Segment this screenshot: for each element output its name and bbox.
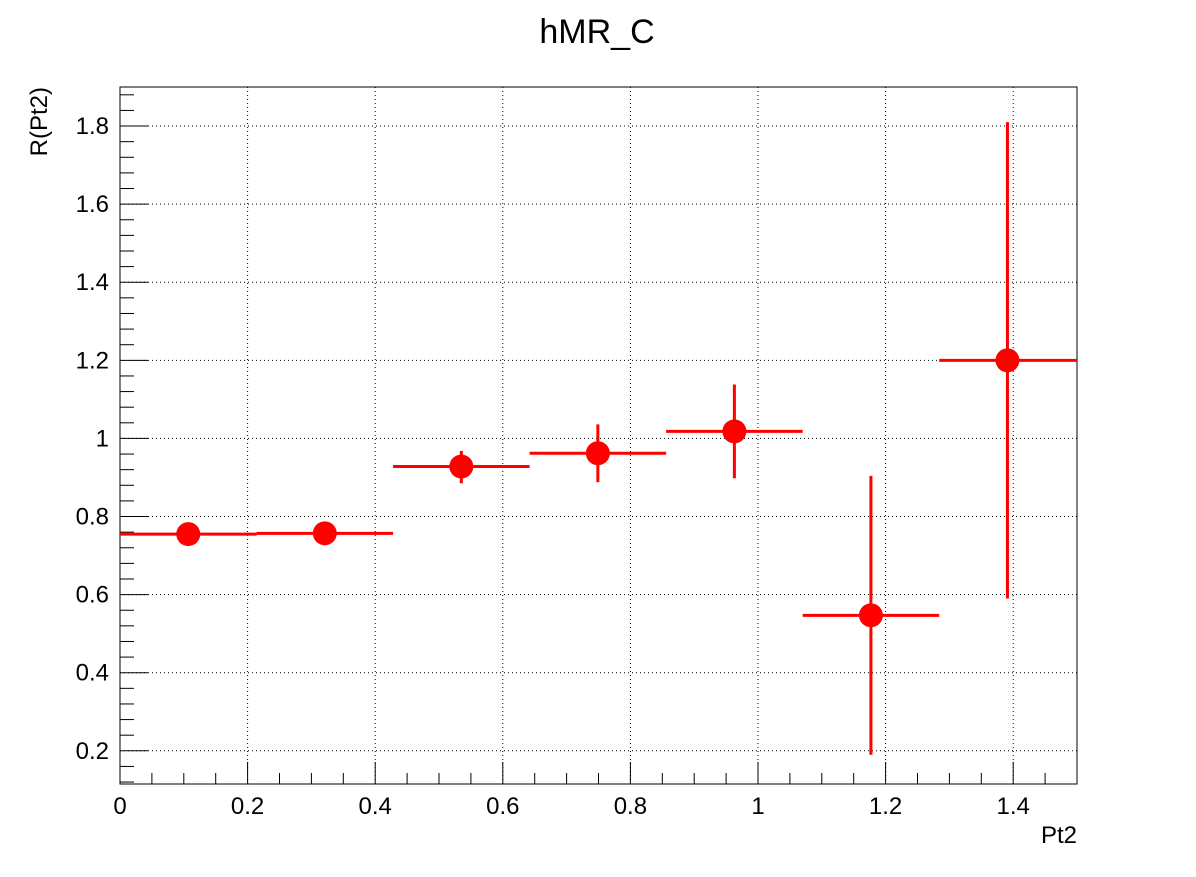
data-point-1 [256, 521, 394, 546]
plot-frame [119, 86, 1078, 785]
data-point-3 [529, 424, 667, 483]
data-point-4 [666, 384, 803, 479]
x-tick-label-1: 0.2 [231, 793, 264, 820]
marker-6 [995, 348, 1020, 373]
x-tick-label-2: 0.4 [359, 793, 392, 820]
data-point-6 [939, 122, 1077, 599]
x-tick-label-6: 1.2 [869, 793, 902, 820]
x-tick-label-4: 0.8 [614, 793, 647, 820]
marker-3 [585, 441, 610, 466]
y-tick-label-1: 0.4 [76, 660, 109, 687]
marker-4 [722, 419, 747, 444]
y-tick-label-6: 1.4 [76, 269, 109, 296]
data-points [120, 122, 1077, 755]
y-tick-label-5: 1.2 [76, 347, 109, 374]
grid [120, 87, 1077, 784]
y-tick-label-8: 1.8 [76, 113, 109, 140]
y-tick-label-7: 1.6 [76, 191, 109, 218]
marker-2 [449, 454, 474, 479]
marker-5 [858, 603, 883, 628]
data-point-2 [393, 450, 530, 484]
axis-ticks [119, 94, 1078, 784]
x-tick-label-7: 1.4 [997, 793, 1030, 820]
data-point-5 [802, 475, 940, 755]
x-tick-label-0: 0 [113, 793, 126, 820]
y-axis-label: R(Pt2) [26, 87, 53, 156]
marker-0 [176, 522, 201, 547]
chart-title: hMR_C [539, 13, 654, 51]
x-tick-label-3: 0.6 [486, 793, 519, 820]
marker-1 [312, 521, 337, 546]
tick-labels: 0 0.2 0.4 0.6 0.8 1 1.2 1.4 0.2 0.4 0.6 0.8 1 1.2 1.4 1… [76, 113, 1030, 820]
y-tick-label-4: 1 [96, 425, 109, 452]
data-point-0 [120, 522, 257, 547]
y-tick-label-3: 0.8 [76, 504, 109, 531]
x-tick-label-5: 1 [751, 793, 764, 820]
x-axis-label: Pt2 [1041, 822, 1077, 849]
y-tick-label-2: 0.6 [76, 582, 109, 609]
y-tick-label-0: 0.2 [76, 738, 109, 765]
